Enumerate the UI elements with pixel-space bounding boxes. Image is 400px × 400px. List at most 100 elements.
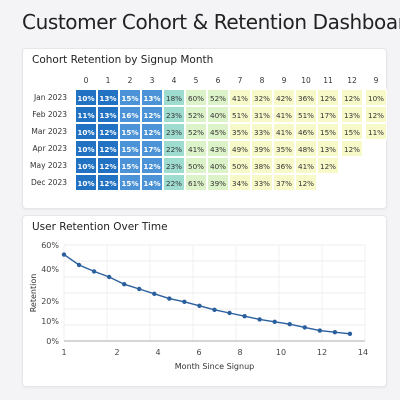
x-tick-label: 12 [317, 348, 327, 357]
retention-point [61, 252, 67, 257]
column-header: 6 [215, 76, 221, 85]
heatmap-cell: 12% [295, 174, 317, 191]
heatmap-cell: 10% [75, 174, 97, 191]
y-tick-label: 0% [46, 337, 59, 346]
heatmap-cell: 42% [273, 89, 295, 106]
y-tick-label: 10% [41, 317, 59, 326]
heatmap-cell: 43% [207, 140, 229, 157]
y-tick-label: 20% [41, 297, 59, 306]
x-tick-label: 8 [237, 348, 242, 357]
heatmap-cell: 12% [317, 89, 339, 106]
heatmap-cell: 23% [163, 106, 185, 123]
heatmap-cell: 12% [97, 174, 119, 191]
heatmap-cell: 23% [163, 123, 185, 140]
heatmap-cell: 51% [295, 106, 317, 123]
heatmap-cell: 11% [365, 123, 387, 140]
retention-line [63, 254, 351, 335]
heatmap-cell: 10% [75, 157, 97, 174]
heatmap-cell: 60% [185, 89, 207, 106]
heatmap-cell: 33% [251, 123, 273, 140]
x-tick-label: 4 [155, 348, 160, 357]
heatmap-cell: 12% [97, 123, 119, 140]
retention-point [182, 299, 187, 304]
heatmap-cell: 15% [119, 89, 141, 106]
y-tick-label: 60% [41, 241, 59, 250]
retention-point [347, 331, 353, 336]
heatmap-cell: 13% [317, 140, 339, 157]
heatmap-cell: 13% [97, 106, 119, 123]
y-axis-title: Retention [29, 274, 38, 313]
retention-point [152, 291, 157, 296]
retention-point [332, 330, 338, 335]
heatmap-cell: 39% [251, 140, 273, 157]
heatmap-cell: 50% [229, 157, 251, 174]
x-tick-label: 2 [114, 348, 119, 357]
heatmap-cell: 14% [141, 174, 163, 191]
retention-point [317, 328, 323, 333]
heatmap-cell: 12% [341, 89, 363, 106]
heatmap-cell: 37% [273, 174, 295, 191]
heatmap-cell: 35% [273, 140, 295, 157]
x-tick-label: 10 [276, 348, 286, 357]
column-header: 2 [127, 76, 133, 85]
heatmap-cell: 33% [251, 174, 273, 191]
heatmap-cell: 10% [75, 89, 97, 106]
heatmap-cell: 32% [251, 89, 273, 106]
heatmap-cell: 41% [185, 140, 207, 157]
heatmap-cell: 12% [365, 106, 387, 123]
heatmap-cell: 12% [141, 157, 163, 174]
heatmap-cell: 41% [229, 89, 251, 106]
heatmap-cell: 10% [75, 123, 97, 140]
heatmap-cell: 15% [119, 140, 141, 157]
heatmap-cell: 61% [185, 174, 207, 191]
retention-point [272, 319, 277, 324]
heatmap-cell: 52% [185, 123, 207, 140]
retention-point [122, 282, 127, 287]
heatmap-cell: 15% [119, 123, 141, 140]
heatmap-cell: 52% [207, 89, 229, 106]
heatmap-cell: 15% [119, 157, 141, 174]
heatmap-cell: 50% [185, 157, 207, 174]
heatmap-cell: 36% [295, 89, 317, 106]
retention-point [287, 322, 292, 327]
heatmap-cell: 12% [141, 123, 163, 140]
cohort-row-label: Feb 2023 [32, 110, 67, 119]
heatmap-cell: 12% [141, 106, 163, 123]
retention-point [302, 325, 307, 330]
heatmap-cell: 17% [317, 106, 339, 123]
heatmap-cell: 35% [229, 123, 251, 140]
column-header: 12 [347, 76, 357, 85]
column-header: 9 [373, 76, 379, 85]
heatmap-cell: 40% [207, 157, 229, 174]
x-tick-label: 1 [61, 348, 66, 357]
heatmap-cell: 12% [97, 157, 119, 174]
heatmap-cell: 41% [273, 123, 295, 140]
user-retention-card: User Retention Over Time 0% 10% 20% 40% 60% 1… [22, 215, 387, 387]
heatmap-cell: 11% [75, 106, 97, 123]
heatmap-cell: 18% [163, 89, 185, 106]
x-tick-label: 14 [358, 348, 368, 357]
column-header: 0 [83, 76, 89, 85]
retention-point [212, 307, 217, 312]
heatmap-cell: 22% [163, 140, 185, 157]
heatmap-cell: 41% [273, 106, 295, 123]
heatmap-cell: 10% [365, 89, 387, 106]
heatmap-cell: 49% [229, 140, 251, 157]
cohort-row-label: Apr 2023 [32, 144, 67, 153]
heatmap-cell: 38% [251, 157, 273, 174]
column-header: 3 [149, 76, 155, 85]
heatmap-cell: 41% [295, 157, 317, 174]
column-header: 1 [105, 76, 111, 85]
retention-point [242, 314, 247, 319]
heatmap-cell: 51% [229, 106, 251, 123]
heatmap-cell: 40% [207, 106, 229, 123]
column-header: 11 [323, 76, 333, 85]
retention-point [257, 317, 262, 322]
heatmap-cell: 13% [341, 106, 363, 123]
heatmap-cell: 48% [295, 140, 317, 157]
retention-point [227, 310, 232, 316]
retention-point [137, 286, 142, 292]
line-chart-title: User Retention Over Time [32, 221, 168, 233]
